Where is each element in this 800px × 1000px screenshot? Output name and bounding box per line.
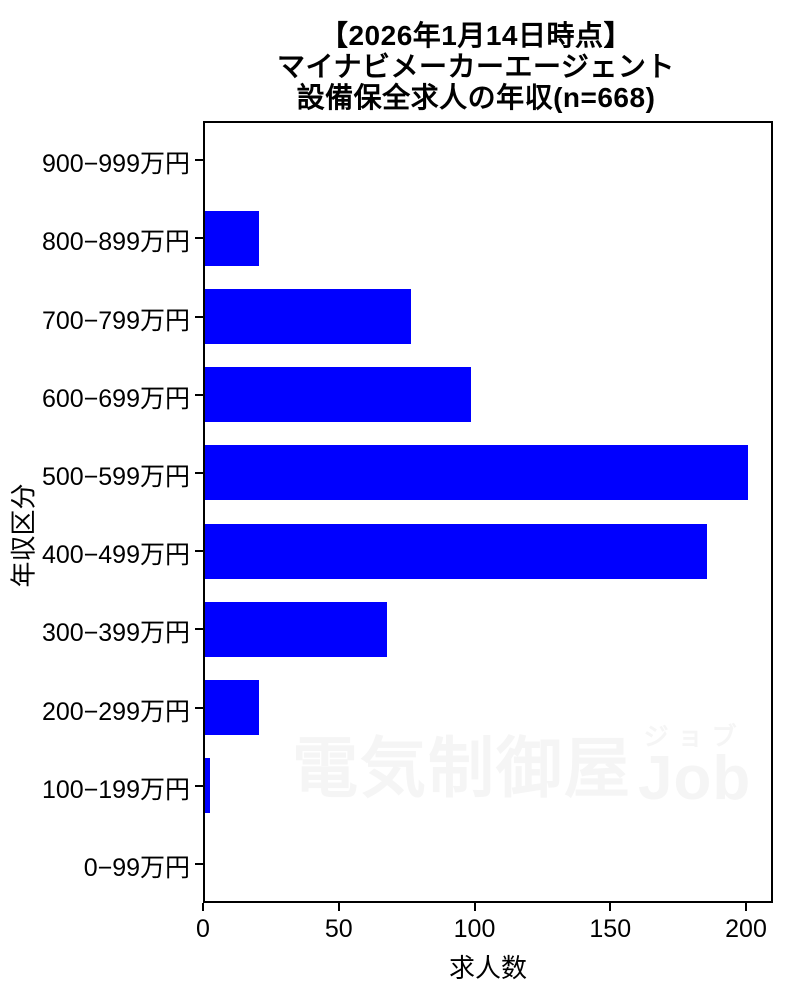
y-tick-mark (195, 862, 203, 865)
x-tick-label: 100 (453, 915, 496, 943)
chart-title-line3: 設備保全求人の年収(n=668) (296, 82, 656, 113)
x-tick-mark (473, 903, 476, 911)
y-tick-mark (195, 706, 203, 709)
y-tick-mark (195, 784, 203, 787)
x-tick-label: 50 (324, 915, 353, 943)
y-tick-label: 700−799万円 (41, 306, 190, 335)
y-tick-label: 400−499万円 (41, 541, 190, 570)
bar-100−199万円 (205, 758, 211, 814)
x-tick-label: 200 (725, 915, 767, 943)
chart-title-line2: マイナビメーカーエージェント (277, 51, 675, 82)
chart-title: 【2026年1月14日時点】 マイナビメーカーエージェント 設備保全求人の年収(… (0, 20, 800, 113)
y-axis-label: 年収区分 (8, 483, 39, 588)
x-tick-mark (609, 903, 612, 911)
y-tick-label: 500−599万円 (41, 462, 190, 491)
bar-500−599万円 (205, 445, 748, 501)
y-tick-label: 200−299万円 (41, 697, 190, 726)
x-tick-mark (745, 903, 747, 911)
y-tick-mark (195, 315, 203, 318)
y-tick-label: 900−999万円 (41, 150, 190, 179)
y-tick-label: 800−899万円 (41, 228, 190, 257)
bar-700−799万円 (205, 289, 412, 344)
bar-800−899万円 (205, 210, 260, 266)
x-tick-mark (337, 903, 340, 911)
bar-300−399万円 (205, 601, 387, 657)
x-tick-label: 0 (196, 915, 210, 943)
x-axis-label: 求人数 (448, 953, 527, 983)
y-tick-label: 300−399万円 (41, 619, 190, 648)
y-tick-label: 600−699万円 (41, 384, 190, 413)
x-tick-mark (202, 903, 204, 911)
y-tick-mark (195, 471, 203, 474)
x-tick-label: 150 (589, 915, 632, 943)
y-tick-mark (195, 550, 203, 553)
y-tick-mark (195, 237, 203, 240)
y-tick-label: 100−199万円 (41, 775, 190, 804)
bar-400−499万円 (205, 523, 708, 579)
y-tick-mark (195, 628, 203, 631)
bar-600−699万円 (205, 367, 472, 423)
y-tick-mark (195, 393, 203, 396)
plot-area (203, 121, 773, 903)
y-tick-mark (195, 159, 203, 162)
chart-title-line1: 【2026年1月14日時点】 (319, 20, 632, 51)
bar-200−299万円 (205, 680, 260, 735)
y-tick-label: 0−99万円 (83, 853, 190, 882)
